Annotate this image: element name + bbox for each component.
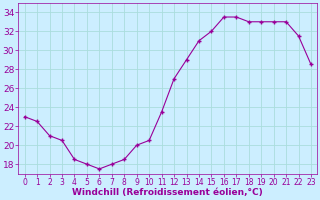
X-axis label: Windchill (Refroidissement éolien,°C): Windchill (Refroidissement éolien,°C) (72, 188, 263, 197)
